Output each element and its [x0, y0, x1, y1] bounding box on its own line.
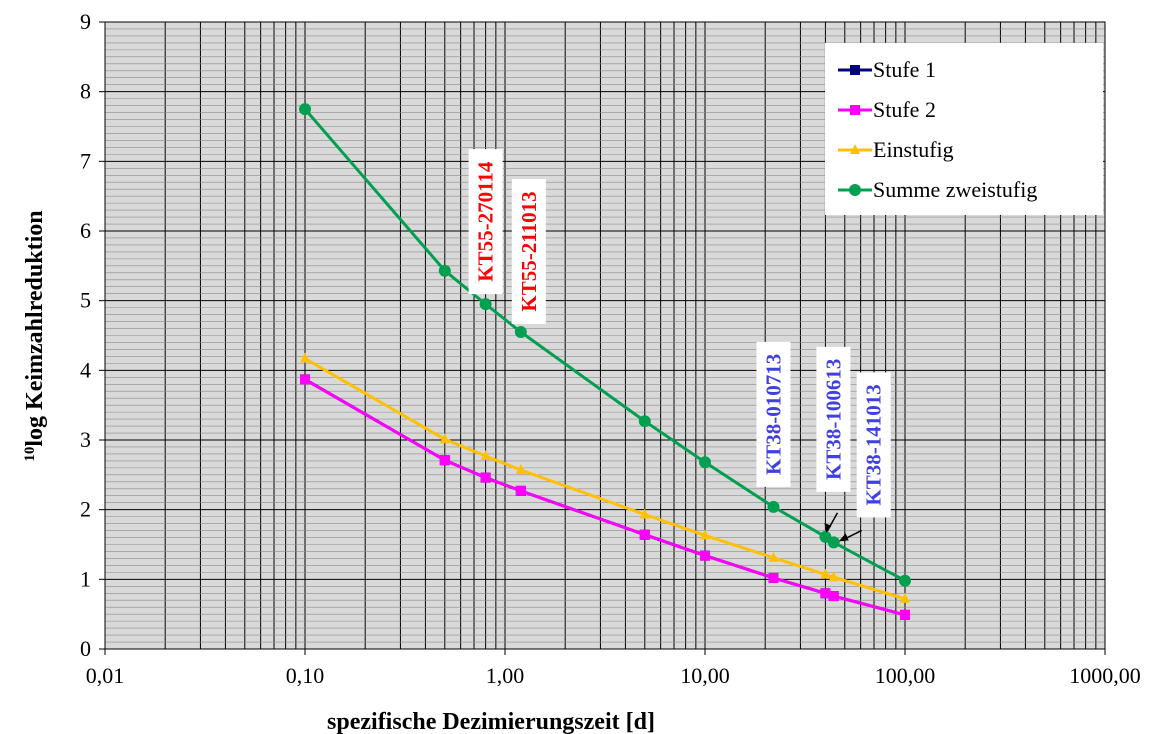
data-point-einstufig	[820, 568, 831, 579]
annotation-box	[468, 149, 503, 295]
annotation-label: KT55-211013	[517, 191, 541, 311]
legend-box	[825, 43, 1103, 215]
data-point-stufe-2	[639, 529, 650, 540]
x-tick-label: 100,00	[875, 663, 936, 688]
data-point-einstufig	[768, 551, 779, 562]
data-point-einstufig	[700, 529, 710, 540]
data-point-stufe-2	[700, 550, 710, 561]
legend-label: Einstufig	[873, 137, 954, 162]
series-line-einstufig	[304, 357, 906, 601]
annotation-label: KT38-010713	[761, 354, 785, 475]
x-tick-label: 0,01	[86, 663, 125, 688]
data-point-summe-zweistufig	[767, 500, 780, 513]
y-tick-label: 7	[80, 148, 91, 173]
annotation-arrowhead	[838, 533, 849, 542]
y-axis-title: 10log Keimzahlreduktion	[22, 210, 48, 461]
data-point-stufe-2	[900, 609, 910, 620]
data-point-einstufig	[300, 352, 310, 363]
series	[299, 103, 911, 620]
axes: 0,01 0,10 1,00 10,00 100,00 1000,00 0 1 2 3 4 5 6 7 8 9	[80, 9, 1141, 688]
data-point-stufe-2	[480, 472, 491, 483]
x-tick-label: 1,00	[486, 663, 525, 688]
data-point-summe-zweistufig	[514, 326, 527, 339]
data-point-einstufig	[515, 463, 526, 474]
data-point-stufe-2	[768, 572, 779, 583]
annotation-box	[756, 341, 791, 487]
y-tick-label: 4	[80, 357, 91, 382]
x-tick-label: 0,10	[286, 663, 325, 688]
annotation-arrowhead	[824, 522, 832, 533]
legend-label: Stufe 2	[873, 97, 936, 122]
y-axis-title-superscript: 10	[22, 447, 38, 462]
data-point-summe-zweistufig	[438, 264, 451, 277]
annotation-label: KT55-270114	[474, 161, 498, 282]
y-axis-title-text: log Keimzahlreduktion	[22, 210, 48, 446]
data-point-einstufig	[439, 433, 450, 444]
data-point-stufe-2	[515, 485, 526, 496]
y-tick-label: 2	[80, 497, 91, 522]
data-point-summe-zweistufig	[899, 574, 911, 587]
legend-marker	[850, 105, 860, 115]
annotation-box	[856, 372, 891, 518]
data-point-summe-zweistufig	[638, 415, 651, 428]
annotations: KT55-270114 KT55-211013 KT38-010713 KT38-10…	[468, 149, 891, 542]
data-point-stufe-2	[828, 591, 839, 602]
data-point-summe-zweistufig	[479, 298, 492, 311]
data-point-summe-zweistufig	[299, 103, 311, 116]
data-point-einstufig	[828, 571, 839, 582]
legend-marker	[850, 144, 860, 154]
data-point-einstufig	[480, 450, 491, 461]
x-tick-label: 10,00	[680, 663, 730, 688]
y-tick-label: 8	[80, 79, 91, 104]
y-tick-label: 5	[80, 288, 91, 313]
data-point-einstufig	[639, 508, 650, 519]
plot-border	[104, 21, 1106, 650]
legend-marker	[849, 184, 861, 196]
legend-marker	[850, 65, 860, 75]
y-tick-label: 6	[80, 218, 91, 243]
annotation-box	[816, 346, 851, 492]
x-tick-label: 1000,00	[1069, 663, 1141, 688]
annotation-label: KT38-100613	[821, 359, 845, 480]
data-point-summe-zweistufig	[827, 536, 840, 549]
data-point-stufe-2	[820, 588, 831, 599]
data-point-stufe-2	[300, 374, 310, 385]
annotation-box	[511, 179, 546, 325]
y-tick-label: 3	[80, 427, 91, 452]
data-point-summe-zweistufig	[699, 456, 711, 469]
legend-label: Summe zweistufig	[873, 177, 1037, 202]
legend: Stufe 1 Stufe 2 Einstufig Summe zweistufig	[825, 43, 1103, 215]
data-point-stufe-2	[439, 455, 450, 466]
legend-label: Stufe 1	[873, 57, 936, 82]
data-point-einstufig	[900, 592, 910, 603]
y-tick-label: 1	[80, 566, 91, 591]
y-tick-label: 9	[80, 9, 91, 34]
y-tick-label: 0	[80, 636, 91, 661]
x-axis-title: spezifische Dezimierungszeit [d]	[327, 709, 655, 734]
annotation-label: KT38-141013	[862, 384, 886, 505]
